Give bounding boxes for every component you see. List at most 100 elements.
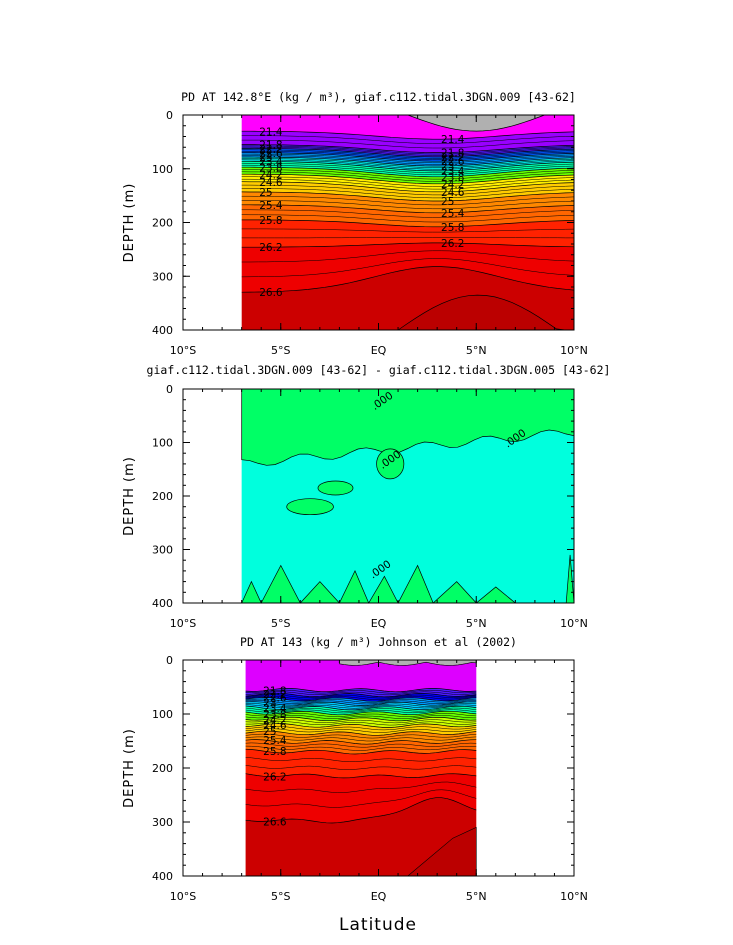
contour-labels: 21.822.222.62323.423.824.224.62525.425.8… — [263, 686, 287, 829]
density-layer — [245, 660, 477, 692]
y-axis-label: DEPTH (m) — [122, 183, 137, 263]
panel-johnson-observations: 21.822.222.62323.423.824.224.62525.425.8… — [122, 635, 588, 903]
contour-line — [245, 723, 477, 728]
contour-line — [241, 144, 575, 153]
contour-line — [245, 733, 477, 739]
contour-line — [241, 148, 575, 158]
contour-line — [241, 181, 575, 193]
density-layer — [245, 739, 477, 754]
x-tick-label: EQ — [371, 344, 387, 357]
contour-line — [241, 152, 575, 162]
contour-line — [245, 700, 477, 705]
contour-line — [245, 694, 477, 699]
contour-label: 22.6 — [259, 148, 283, 160]
contour-line — [241, 176, 575, 187]
contour-label: 25.8 — [263, 746, 286, 758]
contour-label: 24.6 — [263, 720, 287, 732]
contour-line — [241, 149, 575, 159]
contour-line — [245, 765, 477, 770]
density-layer — [245, 697, 477, 706]
density-layer — [241, 181, 574, 201]
contour-label: 25 — [263, 726, 276, 738]
y-axis-label: DEPTH (m) — [122, 456, 137, 536]
y-tick-label: 0 — [166, 109, 173, 122]
contour-label: 22.2 — [263, 689, 286, 701]
contour-line — [245, 695, 477, 700]
contour-line — [245, 716, 477, 722]
density-layer — [241, 191, 574, 213]
y-tick-label: 200 — [152, 490, 173, 503]
contour-label: 26.2 — [259, 242, 282, 254]
contour-line — [245, 697, 477, 702]
contour-line — [241, 162, 575, 174]
contour-lines — [245, 687, 477, 824]
y-tick-label: 300 — [152, 270, 173, 283]
contour-label: 25.4 — [259, 200, 283, 212]
contour-line — [245, 687, 477, 693]
contour-label: 23 — [259, 152, 272, 164]
contour-label: 21.4 — [441, 134, 465, 146]
y-tick-label: 400 — [152, 324, 173, 337]
contour-line — [241, 250, 575, 263]
contour-label: 21.8 — [259, 140, 282, 152]
y-tick-label: 100 — [152, 708, 173, 721]
x-tick-label: 5°N — [466, 617, 487, 630]
y-tick-label: 0 — [166, 383, 173, 396]
x-tick-label: 10°S — [170, 344, 196, 357]
contour-label: 23.8 — [263, 709, 286, 721]
x-tick-label: EQ — [371, 890, 387, 903]
contour-line — [241, 139, 575, 149]
contour-label: 25.8 — [441, 222, 464, 234]
axes-1: 10°S 5°S EQ 5°N 10°N 0 100 200 300 400 DEPTH (m) gi… — [122, 363, 610, 630]
contour-label: 25.8 — [259, 215, 282, 227]
contour-label: 24.6 — [441, 187, 465, 199]
contour-label: 23.4 — [263, 703, 287, 715]
panel-title: giaf.c112.tidal.3DGN.009 [43-62] - giaf.… — [147, 363, 611, 377]
contour-line — [245, 789, 477, 808]
contour-line — [245, 709, 477, 714]
contour-line — [241, 173, 575, 185]
x-tick-label: 10°S — [170, 617, 196, 630]
x-tick-label: 10°N — [560, 344, 588, 357]
contour-lines — [241, 130, 575, 293]
contour-label: 24.6 — [259, 177, 283, 189]
x-tick-label: 5°S — [271, 344, 290, 357]
contour-line — [241, 242, 575, 248]
y-tick-label: 0 — [166, 654, 173, 667]
missing-data-region — [339, 659, 477, 666]
x-tick-label: 5°N — [466, 890, 487, 903]
contour-line — [241, 178, 575, 190]
contour-label: 21.8 — [263, 686, 286, 698]
contour-label: 23.8 — [259, 162, 282, 174]
contour-line — [241, 146, 575, 156]
contour-label: 25.4 — [441, 208, 465, 220]
x-tick-label: 10°N — [560, 617, 588, 630]
contour-label: 22.2 — [259, 143, 282, 155]
contour-line — [245, 736, 477, 742]
contour-label: 23 — [441, 161, 454, 173]
panel-title: PD AT 142.8°E (kg / m³), giaf.c112.tidal… — [181, 90, 576, 104]
contour-line — [241, 159, 575, 170]
contour-label: 21.4 — [259, 126, 283, 138]
contour-label: 26.2 — [441, 238, 464, 250]
density-layer — [245, 797, 477, 876]
contour-line — [241, 155, 575, 165]
x-tick-label: 5°N — [466, 344, 487, 357]
contour-line — [241, 184, 575, 196]
contour-label: 23.8 — [441, 172, 464, 184]
contour-line — [245, 757, 477, 762]
contour-line — [241, 166, 575, 178]
x-tick-label: 10°N — [560, 890, 588, 903]
y-tick-label: 300 — [152, 816, 173, 829]
contour-line — [245, 715, 477, 719]
contour-line — [241, 191, 575, 202]
contour-line — [245, 719, 477, 724]
contour-line — [241, 214, 575, 223]
contour-label: 23.4 — [441, 166, 465, 178]
density-layer — [241, 242, 574, 293]
contour-line — [241, 153, 575, 164]
contour-line — [241, 200, 575, 210]
contour-label: 25 — [441, 196, 454, 208]
contour-line — [241, 209, 575, 218]
